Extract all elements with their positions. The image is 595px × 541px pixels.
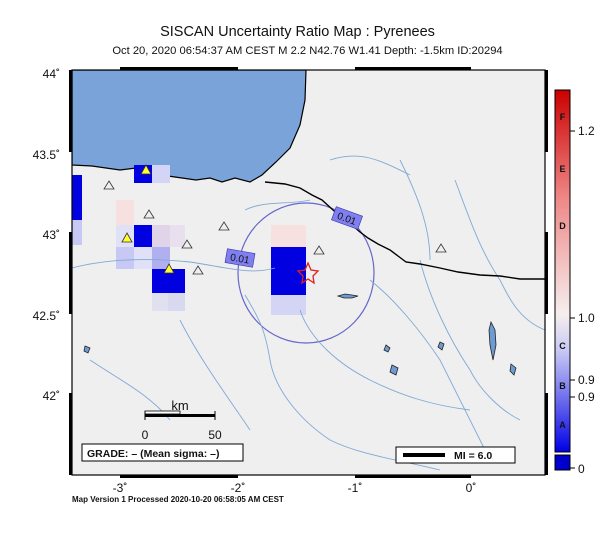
scale-bar: km 0 50 <box>142 398 222 442</box>
rivers <box>72 155 545 471</box>
latitude-labels: 44˚ 43.5˚ 43˚ 42.5˚ 42˚ <box>33 67 60 403</box>
svg-text:0.01: 0.01 <box>229 252 251 266</box>
colorbar: 1.2 1.0 0.9 0.9 0 F E D C B A <box>554 89 595 476</box>
colorbar-tick: 1.0 <box>578 311 595 325</box>
colorbar-tick: 1.2 <box>578 124 595 138</box>
colorbar-tick: 0 <box>578 462 585 476</box>
scale-label-50: 50 <box>208 428 222 442</box>
scale-unit: km <box>171 398 188 413</box>
lat-tick-label: 43.5˚ <box>33 148 60 162</box>
sea-area <box>72 70 307 183</box>
grade-letter: D <box>559 221 566 231</box>
epicenter-star <box>296 261 320 285</box>
lat-tick-label: 44˚ <box>43 67 60 81</box>
event-info: Oct 20, 2020 06:54:37 AM CEST M 2.2 N42.… <box>112 45 503 57</box>
grade-letter: A <box>559 420 566 430</box>
map-version-footer: Map Version 1 Processed 2020-10-20 06:58… <box>72 495 284 504</box>
grade-letter: C <box>559 341 566 351</box>
mi-legend: MI = 6.0 <box>395 446 516 464</box>
lat-tick-label: 42.5˚ <box>33 309 60 323</box>
grade-letter: F <box>560 112 566 122</box>
map-title: SISCAN Uncertainty Ratio Map : Pyrenees <box>160 24 435 40</box>
lon-tick-label: -3˚ <box>113 481 128 495</box>
lon-tick-label: -2˚ <box>231 481 246 495</box>
contour-label-1: 0.01 <box>224 248 256 268</box>
scale-label-0: 0 <box>142 428 149 442</box>
frame-ticks <box>69 67 548 478</box>
grade-letter: B <box>559 381 566 391</box>
longitude-labels: -3˚ -2˚ -1˚ 0˚ <box>113 481 477 495</box>
uncertainty-contour <box>237 202 375 344</box>
lat-tick-label: 42˚ <box>43 389 60 403</box>
lakes <box>83 293 517 376</box>
grade-box: GRADE: – (Mean sigma: –) <box>81 443 244 462</box>
svg-text:MI = 6.0: MI = 6.0 <box>454 450 492 462</box>
lon-tick-label: -1˚ <box>348 481 363 495</box>
lon-tick-label: 0˚ <box>466 481 477 495</box>
lat-tick-label: 43˚ <box>43 228 60 242</box>
seismic-stations <box>103 164 447 275</box>
grade-letter: E <box>559 164 565 174</box>
svg-text:GRADE: – (Mean sigma: –): GRADE: – (Mean sigma: –) <box>87 448 219 460</box>
colorbar-tick: 0.9 <box>578 390 595 404</box>
colorbar-tick: 0.9 <box>578 373 595 387</box>
national-border <box>264 181 545 280</box>
